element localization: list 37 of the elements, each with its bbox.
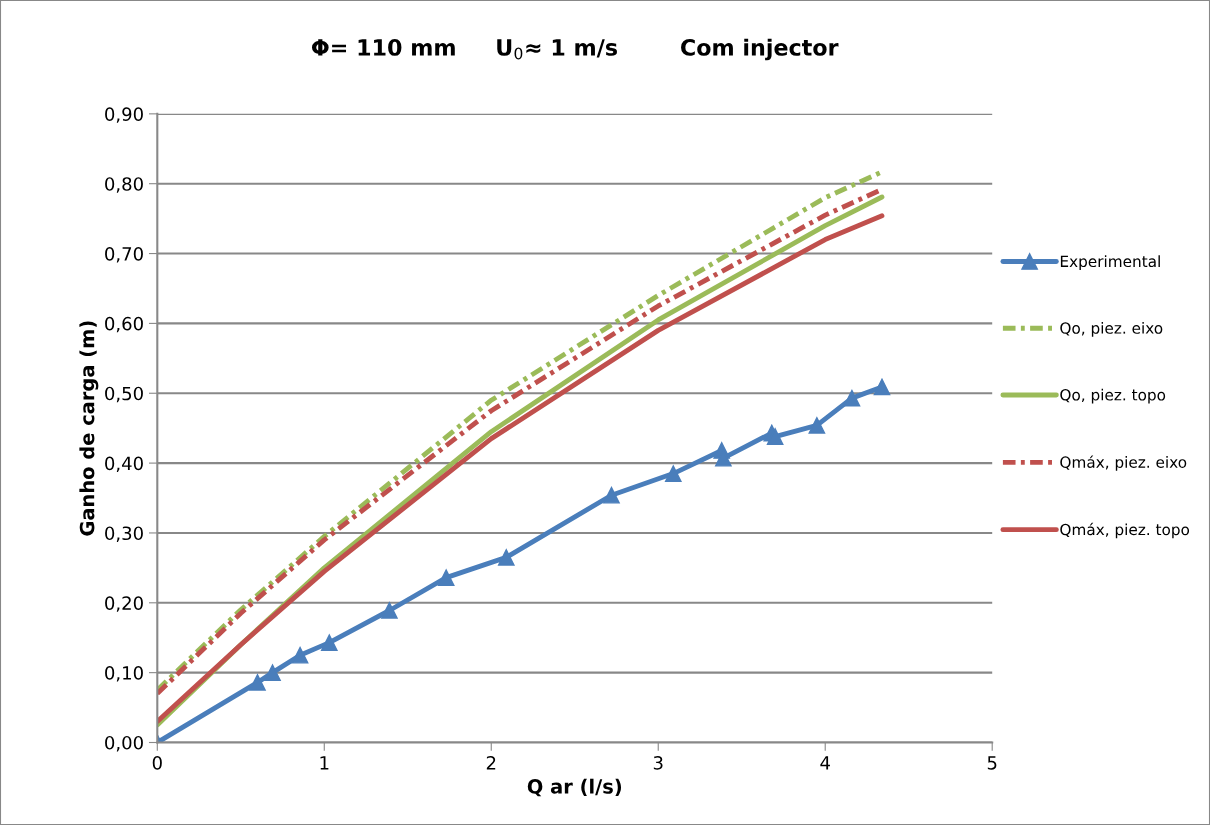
point — [603, 486, 620, 504]
point — [320, 634, 338, 651]
x-tick-label: 5 — [987, 756, 997, 770]
point — [808, 417, 826, 434]
point — [497, 549, 515, 566]
y-tick-label: 0,60 — [105, 316, 143, 333]
x-tick-label: 4 — [820, 756, 830, 770]
y-tick-label: 0,90 — [105, 107, 143, 123]
x-tick-label: 0 — [152, 756, 162, 770]
chart-title: Φ= 110 mm U$_{0}$≈ 1 m/s Com injector — [311, 38, 839, 61]
y-tick-label: 0,80 — [105, 177, 143, 193]
x-tick-label: 2 — [486, 756, 496, 770]
point — [873, 378, 891, 396]
x-axis-title: Q ar (l/s) — [527, 778, 622, 797]
y-tick-label: 0,40 — [105, 456, 143, 473]
y-tick-label: 0,70 — [105, 247, 143, 263]
y-tick-label: 0,10 — [105, 666, 143, 682]
point — [664, 465, 682, 482]
legend-label: Qmáx, piez. topo — [1060, 522, 1190, 539]
x-tick-label: 1 — [320, 756, 329, 770]
point — [766, 428, 784, 445]
point — [437, 569, 455, 586]
y-axis-title: Ganho de carga (m) — [79, 321, 99, 536]
legend-label: Qo, piez. eixo — [1060, 322, 1163, 337]
x-tick-label: 3 — [653, 756, 663, 770]
point — [249, 674, 266, 691]
point — [381, 602, 398, 619]
y-tick-label: 0,20 — [105, 596, 143, 612]
y-tick-label: 0,50 — [105, 386, 143, 403]
point — [291, 646, 309, 664]
point — [264, 664, 281, 681]
legend-label: Qmáx, piez. eixo — [1060, 455, 1187, 471]
y-tick-label: 0,00 — [105, 735, 143, 752]
point — [843, 389, 861, 407]
y-tick-label: 0,30 — [105, 526, 143, 542]
legend-label: Experimental — [1060, 255, 1160, 271]
legend-label: Qo, piez. topo — [1060, 388, 1166, 404]
